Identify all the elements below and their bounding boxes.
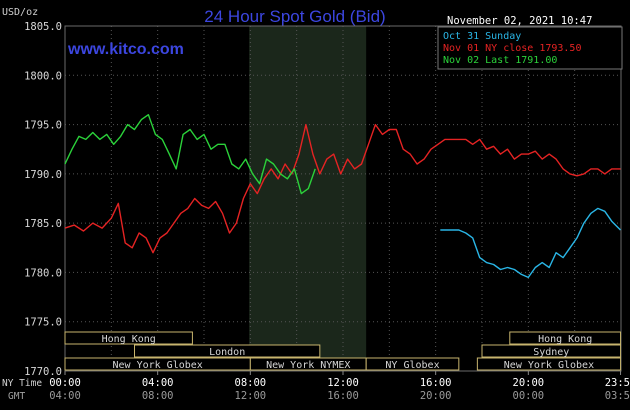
chart-timestamp: November 02, 2021 10:47 [447,15,592,27]
session-label: Hong Kong [102,334,156,345]
x-tick-label-gmt: 03:59 [605,390,630,402]
session-label: London [209,347,245,358]
y-axis-unit-label: USD/oz [2,7,38,18]
session-label: Hong Kong [538,334,592,345]
y-tick-label: 1805.0 [24,21,62,33]
legend-entry-nov02: Nov 02 Last 1791.00 [443,55,557,66]
y-tick-label: 1785.0 [24,218,62,230]
x-tick-label-ny: 12:00 [327,377,359,389]
x-tick-label-gmt: 12:00 [235,390,267,402]
y-tick-label: 1800.0 [24,70,62,82]
x-tick-label-ny: 08:00 [235,377,267,389]
session-bar [481,344,622,358]
x-tick-label-ny: 20:00 [513,377,545,389]
chart-title: 24 Hour Spot Gold (Bid) [204,7,385,26]
x-tick-label-gmt: 20:00 [420,390,452,402]
x-tick-label-gmt: 04:00 [49,390,81,402]
y-tick-label: 1795.0 [24,120,62,132]
x-tick-label-ny: 23:59 [605,377,630,389]
y-tick-label: 1790.0 [24,169,62,181]
session-label: NY Globex [385,360,439,371]
legend-entry-nov01: Nov 01 NY close 1793.50 [443,43,581,54]
legend-entry-oct31: Oct 31 Sunday [443,31,521,42]
x-axis: NY TimeGMT00:0004:0004:0008:0008:0012:00… [2,371,630,402]
session-label: Sydney [533,347,569,358]
series-line [64,113,316,195]
y-tick-label: 1770.0 [24,366,62,378]
session-bar [64,331,193,345]
x-tick-label-ny: 16:00 [420,377,452,389]
nymex-hours-highlight [249,26,367,371]
y-tick-label: 1775.0 [24,317,62,329]
session-bar [365,357,460,371]
session-bar [476,357,622,371]
series-line [440,207,621,279]
session-label: New York Globex [504,360,594,371]
session-bar [134,344,321,358]
y-axis: 1805.0 1800.0 1795.0 1790.0 1785.0 1780.0 1775… [24,21,62,378]
session-label: New York NYMEX [266,360,350,371]
gmt-row-label: GMT [8,391,25,402]
legend-box [437,26,623,70]
series-line [64,123,621,254]
x-tick-label-ny: 00:00 [49,377,81,389]
y-tick-label: 1780.0 [24,267,62,279]
x-tick-label-gmt: 00:00 [513,390,545,402]
session-bar [509,331,622,345]
ny-time-row-label: NY Time [2,378,42,389]
trading-sessions: Hong Kong Hong Kong London Sydney New York G… [64,331,622,371]
x-tick-label-gmt: 16:00 [327,390,359,402]
kitco-watermark: www.kitco.com [67,41,184,58]
legend: Oct 31 Sunday Nov 01 NY close 1793.50 No… [437,26,623,70]
x-tick-label-gmt: 08:00 [142,390,174,402]
x-tick-label-ny: 04:00 [142,377,174,389]
session-label: New York Globex [113,360,203,371]
price-lines [64,113,621,279]
